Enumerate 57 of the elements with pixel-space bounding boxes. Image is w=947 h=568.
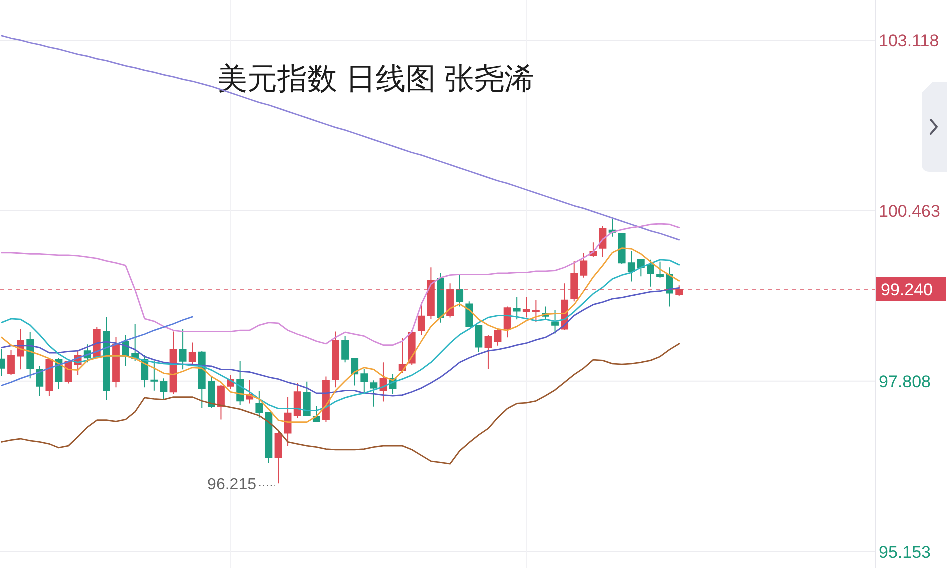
annotation: 96.215 [208, 476, 256, 494]
candlestick [188, 342, 196, 366]
candlestick [36, 366, 44, 396]
y-tick-label: 97.808 [879, 372, 931, 392]
candlestick [446, 283, 454, 318]
candlestick [46, 358, 54, 396]
candlestick [112, 336, 120, 388]
title: 美元指数 日线图 张尧浠 [218, 63, 534, 96]
y-tick-label: 100.463 [879, 202, 940, 221]
candlestick [380, 362, 388, 402]
candlestick [351, 358, 359, 386]
candlestick [342, 336, 349, 364]
candlestick [552, 309, 559, 334]
candlestick [274, 430, 282, 484]
candlestick [332, 331, 340, 388]
candlestick [676, 285, 684, 298]
candlestick [599, 226, 607, 258]
candlestick [418, 302, 426, 336]
candlestick [265, 412, 273, 464]
candlestick [8, 350, 15, 376]
candlestick [150, 360, 158, 392]
candlestick [570, 260, 578, 302]
candlestick [170, 331, 178, 395]
candlestick [256, 391, 264, 418]
candlestick [103, 316, 110, 401]
candlestick [532, 300, 540, 323]
candlestick [456, 274, 464, 308]
candlestick [484, 334, 492, 370]
y-tick-label: 95.153 [879, 542, 931, 562]
candlestick [428, 267, 435, 320]
candlestick [494, 328, 502, 346]
candlestick [218, 384, 225, 420]
candlestick [370, 380, 378, 408]
candlestick [647, 259, 654, 288]
candlestick [160, 378, 168, 400]
candlestick [522, 296, 530, 318]
y-tick-label: 103.118 [879, 32, 940, 51]
ref-line-label: 99.240 [881, 280, 933, 300]
candlestick [628, 250, 636, 282]
candlestick [198, 350, 206, 409]
candlestick [580, 253, 588, 278]
candlestick [360, 368, 368, 393]
candlestick [637, 259, 645, 278]
candlestick [208, 376, 216, 409]
candlestick [466, 301, 474, 328]
candlestick [26, 332, 34, 380]
candlestick [294, 382, 302, 419]
candlestick [437, 272, 444, 324]
candlestick [618, 233, 626, 265]
candlestick [656, 261, 664, 278]
candlestick [504, 306, 512, 338]
candlestick [513, 296, 521, 320]
candlestick [475, 324, 483, 353]
candlestick [284, 396, 292, 447]
candlestick [303, 381, 311, 418]
candlestick [179, 328, 187, 370]
ref-line-label: 99.240 [876, 277, 946, 302]
